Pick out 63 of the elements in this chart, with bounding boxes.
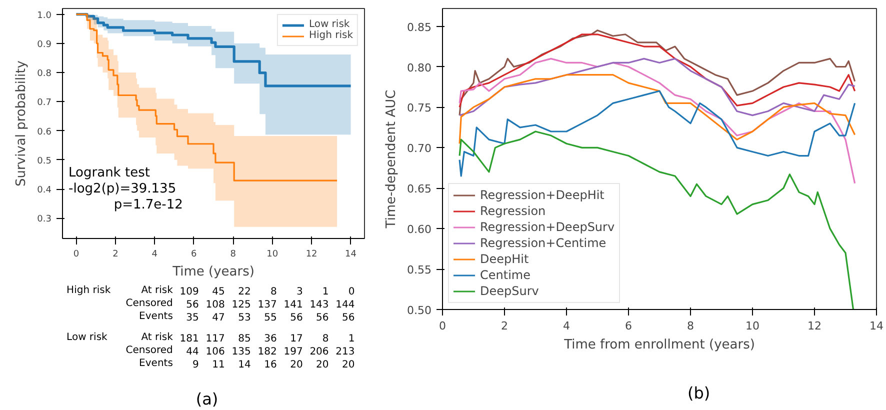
- y-tick-label: 0.85: [407, 20, 432, 34]
- y-tick-label: 0.4: [37, 186, 52, 196]
- line-series: [458, 74, 856, 144]
- y-axis-title: Time-dependent AUC: [384, 90, 400, 230]
- line-series: [458, 58, 856, 184]
- x-tick-label: 6: [191, 250, 198, 260]
- y-tick-label: 1.0: [37, 10, 52, 21]
- x-axis-title: Time (years): [172, 264, 254, 280]
- annotation: -log2(p)=39.135: [68, 182, 176, 197]
- line-series: [458, 130, 854, 310]
- text: Events 35 47 53 55 56 56 56: [139, 311, 355, 324]
- y-tick-label: 0.55: [407, 264, 432, 277]
- legend-label: High risk: [308, 30, 353, 41]
- x-tick-label: 8: [230, 250, 236, 260]
- y-tick-label: 0.5: [37, 156, 52, 166]
- y-tick-label: 0.9: [37, 40, 52, 50]
- legend-label: Regression+Centime: [480, 236, 606, 250]
- x-tick-label: 2: [112, 250, 118, 260]
- annotation: Logrank test: [68, 165, 150, 180]
- y-tick-label: 0.7: [37, 98, 52, 108]
- y-tick-label: 0.50: [407, 304, 432, 317]
- text: At risk 181 117 85 36 17 8 1: [141, 332, 355, 344]
- x-tick-label: 8: [687, 320, 694, 332]
- legend-label: DeepSurv: [480, 284, 539, 298]
- legend-label: Centime: [480, 268, 530, 282]
- text: Censored 44 106 135 182 197 206 213: [126, 345, 355, 358]
- x-tick-label: 12: [808, 320, 822, 332]
- x-tick-label: 6: [625, 320, 632, 332]
- x-tick-label: 14: [345, 250, 357, 260]
- y-tick-label: 0.75: [407, 102, 432, 115]
- legend-label: Regression+DeepHit: [480, 188, 604, 202]
- y-tick-label: 0.70: [407, 142, 432, 156]
- x-tick-label: 0: [439, 320, 446, 332]
- x-axis-title: Time from enrollment (years): [563, 338, 755, 352]
- x-tick-label: 14: [870, 320, 884, 332]
- y-tick-label: 0.65: [407, 182, 432, 196]
- y-axis-title: Survival probability: [14, 60, 30, 186]
- x-tick-label: 2: [501, 320, 508, 332]
- annotation: p=1.7e-12: [114, 198, 183, 213]
- line-series: [458, 58, 856, 116]
- y-tick-label: 0.3: [37, 214, 52, 225]
- legend-label: Regression+DeepSurv: [480, 220, 615, 234]
- x-tick-label: 10: [266, 250, 278, 260]
- y-tick-label: 0.80: [407, 61, 432, 74]
- text: At risk 109 45 22 8 3 1 0: [141, 285, 355, 298]
- x-tick-label: 10: [746, 320, 760, 332]
- text: High risk: [66, 285, 111, 296]
- x-tick-label: 0: [73, 250, 80, 260]
- text: (b): [687, 384, 710, 402]
- x-tick-label: 4: [152, 250, 158, 260]
- x-tick-label: 4: [563, 320, 570, 332]
- text: Events 9 11 14 16 20 20 20: [139, 358, 355, 370]
- x-tick-label: 12: [306, 250, 318, 260]
- y-tick-label: 0.6: [37, 127, 52, 138]
- y-tick-label: 0.60: [407, 223, 432, 236]
- line-series: [458, 90, 856, 177]
- legend-label: Regression: [480, 204, 546, 218]
- legend-label: Low risk: [308, 19, 350, 30]
- text: (a): [196, 390, 218, 408]
- y-tick-label: 0.8: [37, 69, 52, 80]
- text: Censored 56 108 125 137 141 143 144: [126, 298, 355, 310]
- legend-label: DeepHit: [480, 252, 529, 266]
- text: Low risk: [66, 332, 108, 343]
